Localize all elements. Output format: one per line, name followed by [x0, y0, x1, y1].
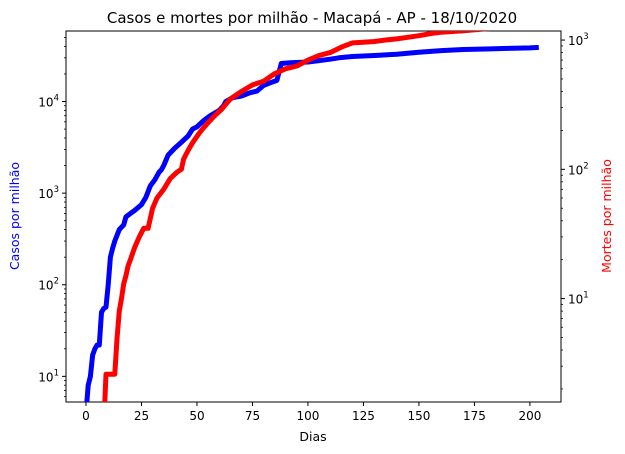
- left-tick-label: 101: [38, 368, 59, 384]
- right-tick-label: 101: [568, 291, 589, 307]
- x-tick-label: 0: [82, 409, 90, 423]
- x-tick-label: 175: [463, 409, 486, 423]
- x-tick-label: 100: [296, 409, 319, 423]
- right-tick-label: 102: [568, 161, 589, 177]
- right-axis-ticks: 101 102 103: [561, 32, 589, 390]
- series-line-cases: [84, 44, 539, 402]
- x-tick-label: 75: [245, 409, 260, 423]
- x-tick-label: 125: [352, 409, 375, 423]
- x-tick-label: 25: [134, 409, 149, 423]
- x-axis-ticks: 0 25 50 75 100 125 150 175 200: [82, 402, 541, 423]
- left-axis-ticks: 101 102 103 104: [38, 37, 66, 398]
- x-tick-label: 50: [189, 409, 204, 423]
- series-line-deaths: [102, 31, 491, 402]
- left-axis-label: Casos por milhão: [7, 162, 22, 270]
- x-axis-label: Dias: [299, 429, 326, 444]
- x-tick-label: 200: [518, 409, 541, 423]
- left-tick-label: 104: [38, 94, 59, 110]
- right-tick-label: 103: [568, 32, 589, 48]
- left-tick-label: 102: [38, 277, 59, 293]
- right-axis-label: Mortes por milhão: [599, 159, 614, 273]
- chart-title: Casos e mortes por milhão - Macapá - AP …: [107, 9, 517, 27]
- series-layer: [84, 31, 539, 402]
- x-tick-label: 150: [407, 409, 430, 423]
- plot-frame: [65, 30, 562, 403]
- left-tick-label: 103: [38, 185, 59, 201]
